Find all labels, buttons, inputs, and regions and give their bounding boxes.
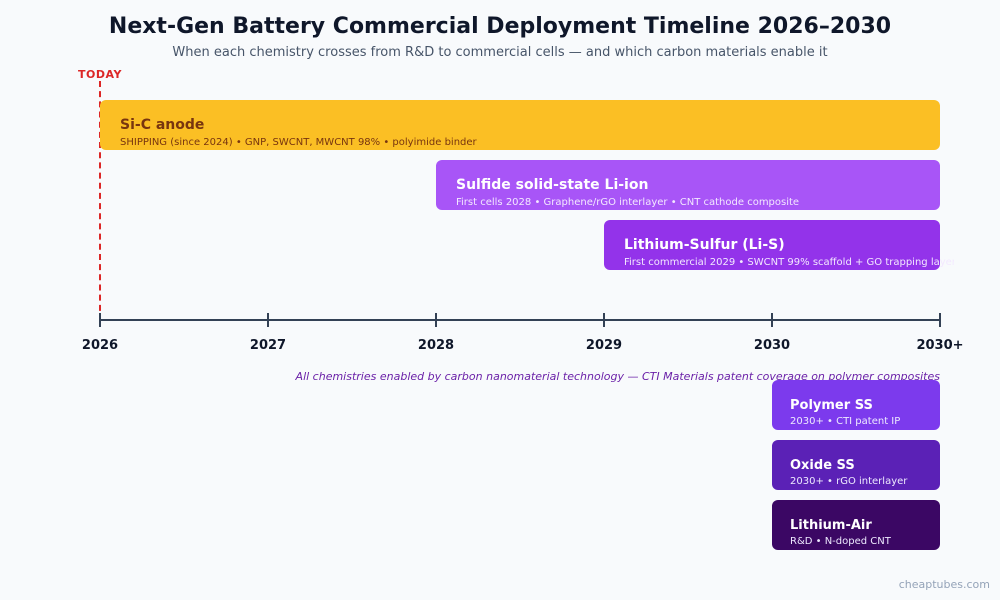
future-card-polymer-ss: Polymer SS 2030+ • CTI patent IP	[772, 380, 940, 430]
card-detail: R&D • N-doped CNT	[790, 536, 891, 547]
axis-tick-label: 2027	[249, 338, 287, 353]
today-label: TODAY	[78, 68, 122, 81]
card-name: Polymer SS	[790, 398, 873, 413]
timeline-axis	[100, 319, 940, 321]
axis-tick-label: 2030	[753, 338, 791, 353]
axis-tick-label: 2029	[585, 338, 623, 353]
timeline-bar-sulfide-solid-state: Sulfide solid-state Li-ion First cells 2…	[436, 160, 940, 210]
axis-tick	[771, 313, 773, 327]
bar-name: Si-C anode	[120, 117, 205, 133]
bar-detail: First commercial 2029 • SWCNT 99% scaffo…	[624, 257, 954, 268]
card-detail: 2030+ • CTI patent IP	[790, 416, 901, 427]
timeline-bar-lithium-sulfur: Lithium-Sulfur (Li-S) First commercial 2…	[604, 220, 954, 270]
axis-tick	[603, 313, 605, 327]
future-card-oxide-ss: Oxide SS 2030+ • rGO interlayer	[772, 440, 940, 490]
timeline-bar-si-c-anode: Si-C anode SHIPPING (since 2024) • GNP, …	[100, 100, 940, 150]
card-name: Oxide SS	[790, 458, 855, 473]
bar-detail: First cells 2028 • Graphene/rGO interlay…	[456, 197, 800, 208]
card-name: Lithium-Air	[790, 518, 872, 533]
axis-tick	[267, 313, 269, 327]
axis-tick-label: 2030+	[916, 338, 964, 353]
axis-tick	[939, 313, 941, 327]
chart-subtitle: When each chemistry crosses from R&D to …	[172, 45, 828, 60]
axis-tick-label: 2026	[81, 338, 119, 353]
axis-tick	[99, 313, 101, 327]
source-credit: cheaptubes.com	[898, 578, 990, 591]
card-detail: 2030+ • rGO interlayer	[790, 476, 908, 487]
bar-name: Sulfide solid-state Li-ion	[456, 177, 649, 193]
footnote: All chemistries enabled by carbon nanoma…	[295, 370, 940, 383]
bar-name: Lithium-Sulfur (Li-S)	[624, 237, 785, 253]
today-marker-line	[99, 81, 101, 321]
bar-detail: SHIPPING (since 2024) • GNP, SWCNT, MWCN…	[120, 137, 477, 148]
chart-title: Next-Gen Battery Commercial Deployment T…	[108, 14, 892, 39]
axis-tick	[435, 313, 437, 327]
axis-tick-label: 2028	[417, 338, 455, 353]
future-card-lithium-air: Lithium-Air R&D • N-doped CNT	[772, 500, 940, 550]
